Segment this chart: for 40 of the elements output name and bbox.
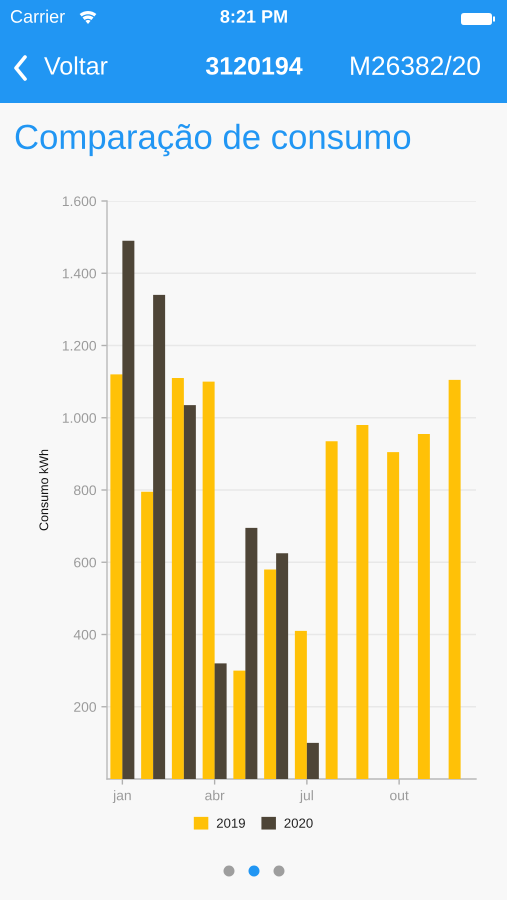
y-axis-title: Consumo kWh: [39, 450, 48, 530]
bar: [184, 405, 196, 779]
bar: [264, 569, 276, 779]
bar: [294, 630, 307, 779]
text: Carrier: [10, 10, 65, 23]
bar: [418, 434, 430, 779]
x-tick-label: out: [390, 791, 409, 800]
y-tick-label: 1.200: [62, 340, 96, 351]
y-tick-label: 400: [74, 630, 96, 640]
bar: [202, 382, 215, 779]
bar: [172, 378, 184, 779]
text: M26382/20: [351, 56, 480, 76]
chart-title: Comparação de consumo: [16, 124, 410, 156]
bar: [387, 452, 400, 779]
bar: [153, 294, 166, 779]
bar: [141, 492, 154, 779]
y-tick-label: 200: [74, 702, 96, 712]
bar: [122, 240, 134, 779]
legend-label: 2019: [216, 818, 245, 828]
x-tick-label: jul: [300, 790, 313, 804]
bar: [326, 441, 338, 779]
bar: [245, 528, 258, 779]
y-tick-label: 1.600: [62, 196, 96, 206]
bar: [233, 670, 246, 779]
bar: [276, 553, 288, 779]
x-tick-label: abr: [205, 790, 224, 800]
bar: [214, 663, 227, 779]
text: 3120194: [206, 57, 303, 75]
y-tick-label: 600: [74, 558, 96, 568]
text: 8:21 PM: [220, 10, 287, 23]
y-tick-label: 1.400: [62, 268, 96, 278]
bar: [306, 742, 319, 779]
y-tick-label: 800: [74, 485, 96, 496]
text: Voltar: [44, 56, 108, 75]
legend-label: 2020: [284, 818, 313, 828]
y-tick-label: 1.000: [62, 413, 96, 423]
bar: [110, 374, 122, 779]
bar: [356, 424, 368, 779]
x-tick-label: jan: [112, 790, 131, 804]
bar: [448, 380, 461, 779]
